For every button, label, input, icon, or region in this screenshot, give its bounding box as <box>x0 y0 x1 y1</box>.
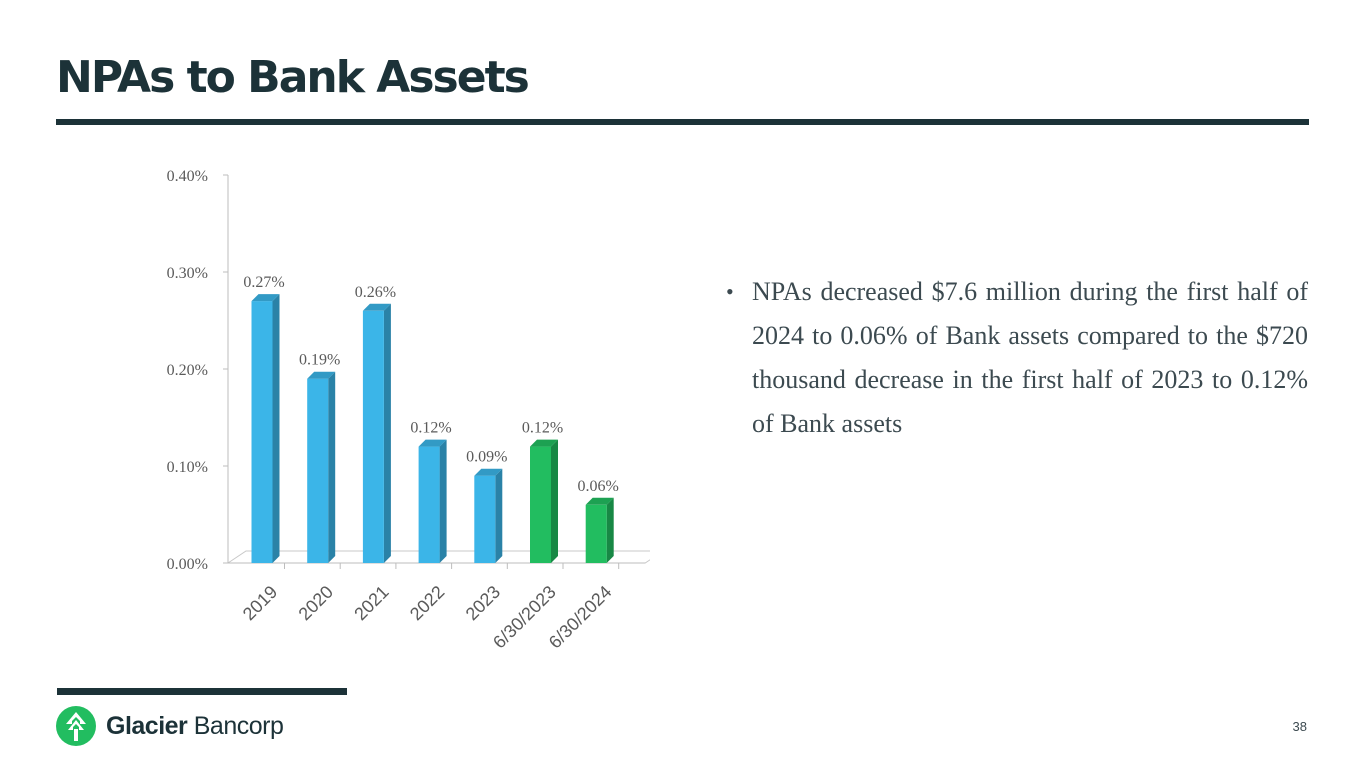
footer-divider <box>57 688 347 695</box>
logo-text-bold: Glacier <box>106 711 188 740</box>
bar <box>362 303 391 563</box>
bar <box>418 439 447 563</box>
data-label: 0.27% <box>243 274 284 291</box>
data-label: 0.19% <box>299 352 340 369</box>
data-label: 0.26% <box>355 284 396 301</box>
bar <box>251 294 280 563</box>
data-label: 0.12% <box>522 420 563 437</box>
bullet-item: NPAs decreased $7.6 million during the f… <box>752 277 1308 438</box>
bar <box>307 371 336 563</box>
npa-bar-chart: 0.00% 0.10% 0.20% 0.30% 0.40% 0.27% 2019 0.19% 2… <box>167 168 650 652</box>
y-tick-label: 0.10% <box>167 459 208 476</box>
title-divider <box>56 119 1309 125</box>
glacier-logo-icon <box>56 706 96 746</box>
logo-text-light: Bancorp <box>193 711 284 740</box>
data-label: 0.06% <box>578 478 619 495</box>
x-tick-label: 2020 <box>295 582 337 624</box>
x-tick-label: 2019 <box>239 582 281 624</box>
data-label: 0.12% <box>410 420 451 437</box>
x-tick-label: 2023 <box>462 582 504 624</box>
bullet-dot-icon: • <box>726 279 734 304</box>
company-logo: Glacier Bancorp <box>56 706 284 746</box>
y-tick-label: 0.30% <box>167 265 208 282</box>
bullet-list: • NPAs decreased $7.6 million during the… <box>726 270 1308 446</box>
y-tick-label: 0.20% <box>167 362 208 379</box>
x-tick-label: 2021 <box>350 582 392 624</box>
page-number: 38 <box>1292 719 1307 734</box>
data-label: 0.09% <box>466 449 507 466</box>
bar <box>530 439 558 563</box>
bar <box>585 497 614 563</box>
y-tick-label: 0.40% <box>167 168 208 185</box>
bar <box>474 468 503 563</box>
y-tick-label: 0.00% <box>167 556 208 573</box>
page-title: NPAs to Bank Assets <box>56 52 530 103</box>
x-tick-label: 2022 <box>406 582 448 624</box>
